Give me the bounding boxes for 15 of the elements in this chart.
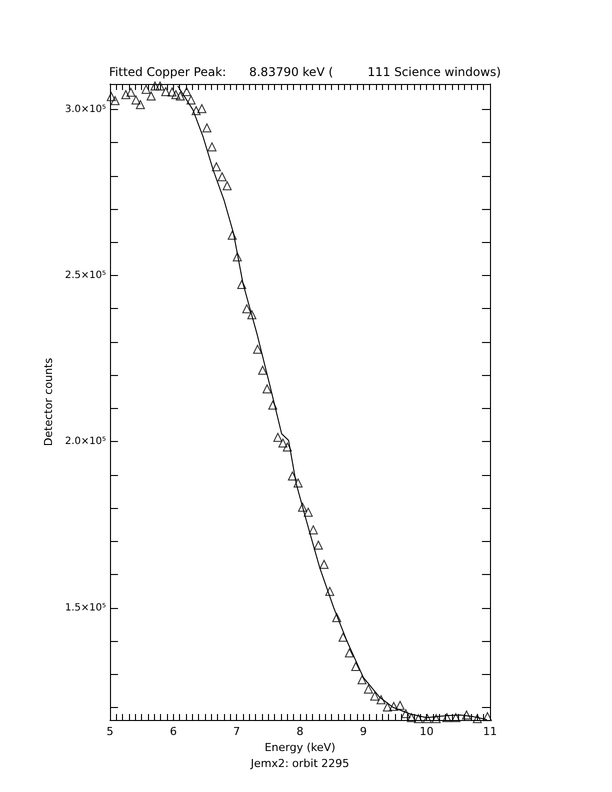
x-tick-label: 6: [170, 725, 177, 738]
y-tick-label: 1.5×10⁵: [64, 602, 106, 614]
x-tick-label: 8: [296, 725, 304, 738]
y-tick-label: 2.5×10⁵: [64, 270, 106, 281]
y-axis-title: Detector counts: [42, 358, 56, 446]
y-tick-label: 3.0×10⁵: [64, 104, 106, 115]
y-tick-label: 2.0×10⁵: [64, 436, 106, 448]
x-tick-label: 7: [233, 725, 240, 738]
x-tick-label: 9: [360, 725, 367, 738]
text: Jemx2: orbit 2295: [250, 757, 350, 770]
x-tick-label: 11: [483, 725, 497, 738]
chart-title: Fitted Copper Peak: 8.83790 keV ( 111 Science windows): [109, 65, 501, 79]
x-tick-label: 5: [106, 725, 114, 738]
x-axis-title: Energy (keV): [264, 741, 336, 754]
x-tick-label: 10: [420, 725, 434, 738]
